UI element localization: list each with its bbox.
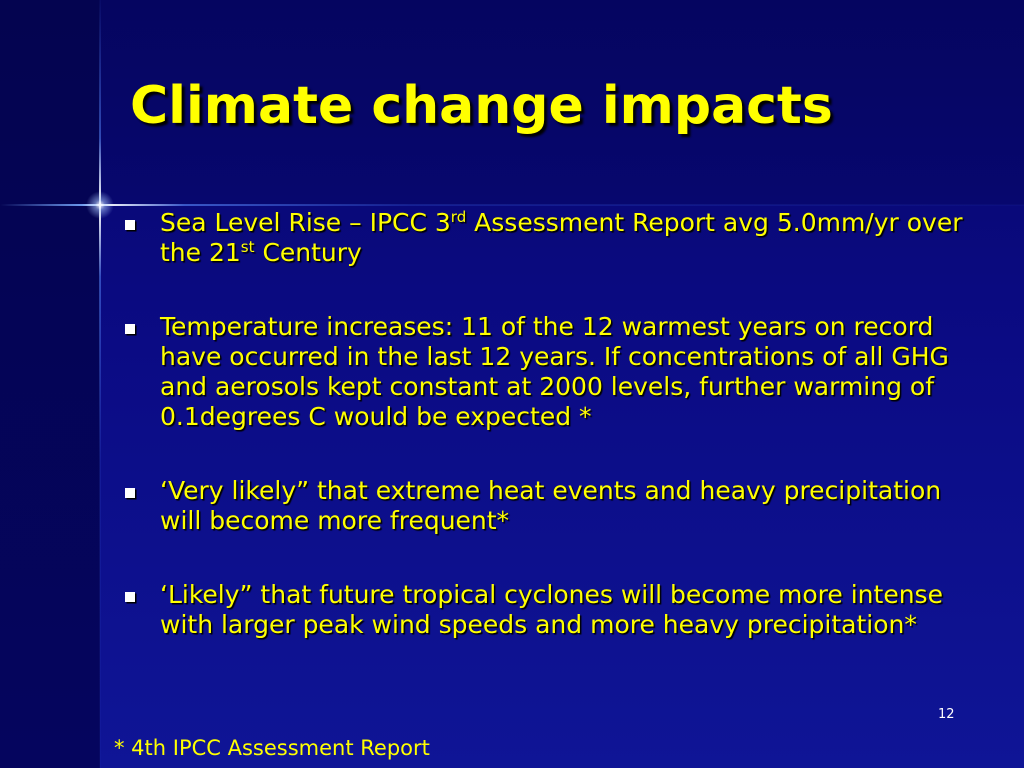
ordinal-suffix: st [240, 238, 255, 256]
bullet-item-sea-level: Sea Level Rise – IPCC 3rd Assessment Rep… [122, 208, 982, 268]
bullet-text-heat-events: ‘Very likely” that extreme heat events a… [160, 476, 942, 535]
square-bullet-icon [125, 324, 135, 334]
bullet-text-part: Assessment Report avg 5.0mm/yr over the … [160, 208, 963, 267]
header-band-decoration [100, 0, 1024, 205]
bullet-text-cyclones: ‘Likely” that future tropical cyclones w… [160, 580, 943, 639]
bullet-text-temperature: Temperature increases: 11 of the 12 warm… [160, 312, 949, 431]
left-band-decoration [0, 0, 100, 768]
square-bullet-icon [125, 220, 135, 230]
square-bullet-icon [125, 488, 135, 498]
bullet-item-temperature: Temperature increases: 11 of the 12 warm… [122, 312, 982, 432]
bullet-text-part: Century [254, 238, 362, 267]
slide-title: Climate change impacts [130, 76, 833, 136]
bullet-text-part: Sea Level Rise – IPCC 3 [160, 208, 451, 237]
page-number: 12 [938, 707, 955, 722]
square-bullet-icon [125, 592, 135, 602]
ordinal-suffix: rd [450, 208, 467, 226]
light-spark-decoration [86, 191, 114, 219]
bullet-item-heat-events: ‘Very likely” that extreme heat events a… [122, 476, 982, 536]
horizontal-light-line [0, 204, 1024, 206]
footnote: * 4th IPCC Assessment Report [114, 736, 430, 760]
bullet-text-sea-level: Sea Level Rise – IPCC 3rd Assessment Rep… [160, 208, 963, 267]
bullet-item-cyclones: ‘Likely” that future tropical cyclones w… [122, 580, 982, 640]
vertical-light-line [99, 0, 101, 768]
bullet-list: Sea Level Rise – IPCC 3rd Assessment Rep… [122, 208, 982, 640]
